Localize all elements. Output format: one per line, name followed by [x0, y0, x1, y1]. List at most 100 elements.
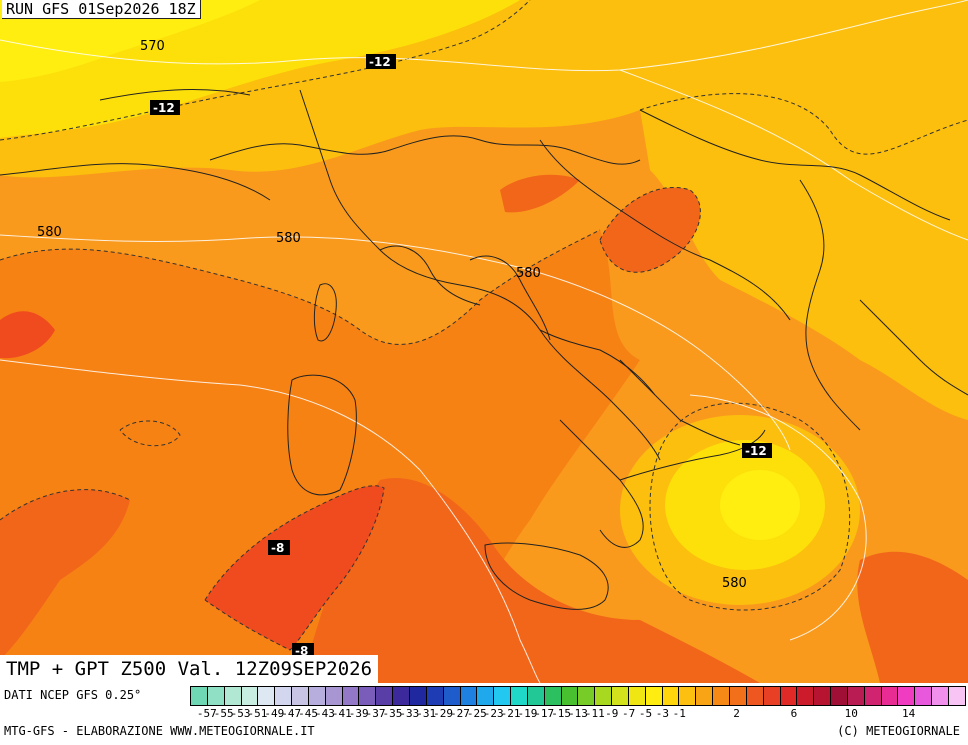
scale-cell: [578, 687, 596, 705]
scale-label: -45: [298, 707, 319, 720]
scale-label: -53: [230, 707, 251, 720]
scale-cell: [308, 687, 326, 705]
scale-cell: [662, 687, 680, 705]
scale-cell: [915, 687, 933, 705]
scale-cell: [376, 687, 394, 705]
scale-cell: [696, 687, 714, 705]
scale-label: -31: [416, 707, 437, 720]
scale-label: -55: [213, 707, 234, 720]
scale-cell: [224, 687, 242, 705]
temperature-zone-bright-core: [720, 470, 800, 540]
scale-cell: [814, 687, 832, 705]
temperature-zone-deep-yellow-top: [0, 0, 260, 82]
temperature-zone-deep-sw: [0, 489, 130, 660]
scale-label: -21: [500, 707, 521, 720]
country-borders: [0, 89, 968, 461]
scale-label: -19: [517, 707, 538, 720]
scale-cell: [561, 687, 579, 705]
label-tmp-m12-nw: -12: [150, 100, 180, 115]
scale-label: -43: [315, 707, 335, 720]
scale-cell: [494, 687, 512, 705]
scale-label: -3: [655, 707, 669, 720]
label-tmp-m12-se: -12: [742, 443, 772, 458]
svg-text:-8: -8: [295, 644, 308, 658]
temperature-zone-red-west: [0, 311, 55, 359]
scale-label: -49: [264, 707, 285, 720]
scale-cell: [258, 687, 276, 705]
scale-cell: [847, 687, 865, 705]
scale-label: 2: [733, 707, 740, 720]
scale-cell: [191, 687, 208, 705]
svg-text:-12: -12: [745, 444, 767, 458]
scale-label: -13: [568, 707, 588, 720]
scale-cell: [477, 687, 495, 705]
svg-text:-12: -12: [369, 55, 391, 69]
scale-label: 10: [844, 707, 858, 720]
scale-cell: [511, 687, 528, 705]
temperature-zone-deep-north: [500, 174, 580, 213]
scale-cell: [443, 687, 461, 705]
valid-title: TMP + GPT Z500 Val. 12Z09SEP2026: [0, 655, 379, 683]
color-scale-labels: -57 -55 -53 -51 -49 -47 -45 -43 -41 -39 -37 -35 -33-…: [190, 707, 966, 721]
weather-map: 570 580 580 580 580 -12 -12 -12 -8 -8: [0, 0, 968, 683]
color-scale-bar: [190, 686, 966, 706]
scale-label: -11: [584, 707, 605, 720]
temperature-zone-deep-se: [857, 551, 968, 683]
scale-label: 6: [790, 707, 798, 720]
isotherm-contours: [0, 0, 968, 651]
calabria-outline: [559, 419, 644, 548]
scale-label: -1: [672, 707, 686, 720]
label-gpt-580-west: 580: [37, 225, 62, 240]
temperature-zone-balkans: [640, 93, 968, 420]
scale-label: 14: [902, 707, 916, 720]
scale-label: -39: [348, 707, 369, 720]
scale-cell: [831, 687, 848, 705]
scale-cell: [730, 687, 747, 705]
sicily-outline: [484, 542, 609, 610]
scale-cell: [763, 687, 781, 705]
scale-cell: [359, 687, 377, 705]
label-gpt-580-italy: 580: [516, 266, 541, 281]
scale-label: -57: [196, 707, 217, 720]
scale-label: -17: [534, 707, 555, 720]
scale-cell: [527, 687, 545, 705]
scale-cell: [679, 687, 697, 705]
label-gpt-570: 570: [140, 39, 165, 54]
scale-cell: [780, 687, 798, 705]
scale-label: -5: [638, 707, 653, 720]
svg-text:-8: -8: [271, 541, 284, 555]
scale-cell: [544, 687, 562, 705]
scale-label: -27: [449, 707, 470, 720]
scale-cell: [460, 687, 478, 705]
scale-label: -23: [483, 707, 504, 720]
data-source: DATI NCEP GFS 0.25°: [4, 688, 142, 702]
scale-label: -7: [621, 707, 636, 720]
label-tmp-m8-b: -8: [292, 643, 314, 658]
scale-cell: [241, 687, 259, 705]
label-gpt-580-south: 580: [722, 576, 747, 591]
scale-cell: [645, 687, 663, 705]
run-title: RUN GFS 01Sep2026 18Z: [2, 0, 201, 19]
scale-cell: [797, 687, 815, 705]
scale-label: -33: [399, 707, 420, 720]
scale-label: -51: [247, 707, 268, 720]
credit-left: MTG-GFS - ELABORAZIONE WWW.METEOGIORNALE…: [4, 724, 315, 738]
sardinia-outline: [287, 374, 357, 496]
scale-cell: [948, 687, 965, 705]
scale-cell: [292, 687, 309, 705]
scale-cell: [595, 687, 613, 705]
scale-cell: [713, 687, 730, 705]
scale-label: -9: [605, 707, 619, 720]
apulia-outline: [619, 429, 766, 481]
scale-cell: [426, 687, 444, 705]
scale-cell: [881, 687, 899, 705]
scale-cell: [275, 687, 293, 705]
scale-cell: [746, 687, 764, 705]
scale-cell: [864, 687, 882, 705]
label-tmp-m8-a: -8: [268, 540, 290, 555]
scale-cell: [325, 687, 343, 705]
label-tmp-m12-alps: -12: [366, 54, 396, 69]
scale-label: -15: [551, 707, 572, 720]
scale-cell: [342, 687, 360, 705]
scale-label: -41: [331, 707, 352, 720]
